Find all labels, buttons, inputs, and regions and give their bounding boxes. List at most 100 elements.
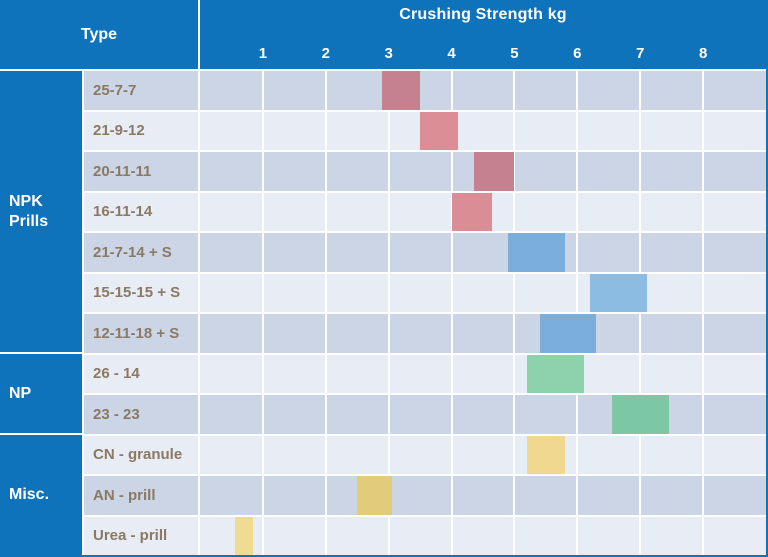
row-label: 21-9-12 xyxy=(84,111,198,150)
gridline xyxy=(450,71,453,110)
row-label: 23 - 23 xyxy=(84,395,198,434)
gridline xyxy=(450,233,453,272)
range-bar xyxy=(527,354,584,393)
row-label: 21-7-14 + S xyxy=(84,233,198,272)
gridline xyxy=(324,314,327,353)
x-tick: 3 xyxy=(384,45,393,62)
gridline xyxy=(702,476,705,515)
gridline xyxy=(513,516,516,555)
x-tick: 4 xyxy=(447,45,456,62)
gridline xyxy=(261,435,264,474)
row-label: 20-11-11 xyxy=(84,152,198,191)
gridline xyxy=(639,71,642,110)
range-bar xyxy=(539,314,597,353)
row-chart-area xyxy=(200,233,766,272)
table-row: 25-7-7 xyxy=(84,71,766,110)
gridline xyxy=(261,354,264,393)
gridline xyxy=(513,476,516,515)
row-label: 25-7-7 xyxy=(84,71,198,110)
gridline xyxy=(261,476,264,515)
gridline xyxy=(387,273,390,312)
row-label: 12-11-18 + S xyxy=(84,314,198,353)
gridline xyxy=(513,71,516,110)
row-chart-area xyxy=(200,435,766,474)
table-row: 21-9-12 xyxy=(84,111,766,150)
gridline xyxy=(702,314,705,353)
category-label: Misc. xyxy=(9,486,50,504)
gridline xyxy=(513,152,516,191)
range-bar xyxy=(382,71,421,110)
gridline xyxy=(324,395,327,434)
range-bar xyxy=(611,395,669,434)
range-bar xyxy=(420,111,458,150)
row-label: 15-15-15 + S xyxy=(84,273,198,312)
gridline xyxy=(261,273,264,312)
gridline xyxy=(576,111,579,150)
gridline xyxy=(639,192,642,231)
gridline xyxy=(387,516,390,555)
gridline xyxy=(702,233,705,272)
table-row: 21-7-14 + S xyxy=(84,233,766,272)
gridline xyxy=(261,516,264,555)
gridline xyxy=(576,71,579,110)
range-bar xyxy=(451,192,493,231)
gridline xyxy=(513,314,516,353)
gridline xyxy=(639,435,642,474)
gridline xyxy=(513,273,516,312)
gridline xyxy=(639,152,642,191)
gridline xyxy=(450,273,453,312)
gridline xyxy=(324,152,327,191)
table-row: CN - granule xyxy=(84,435,766,474)
gridline xyxy=(387,233,390,272)
gridline xyxy=(576,152,579,191)
gridline xyxy=(513,192,516,231)
table-row: 23 - 23 xyxy=(84,395,766,434)
gridline xyxy=(639,314,642,353)
category-column: NPK Prills NP Misc. xyxy=(0,71,82,555)
gridline xyxy=(702,192,705,231)
row-chart-area xyxy=(200,516,766,555)
gridline xyxy=(387,395,390,434)
gridline xyxy=(450,516,453,555)
gridline xyxy=(387,152,390,191)
row-label: CN - granule xyxy=(84,435,198,474)
chart-title: Crushing Strength kg xyxy=(399,6,567,23)
range-bar xyxy=(527,435,565,474)
gridline xyxy=(576,476,579,515)
gridline xyxy=(702,273,705,312)
gridline xyxy=(261,233,264,272)
range-bar xyxy=(589,273,647,312)
strength-column-header: Crushing Strength kg 1 2 3 4 5 6 7 8 xyxy=(200,0,766,69)
gridline xyxy=(261,111,264,150)
gridline xyxy=(261,152,264,191)
range-bar xyxy=(357,476,392,515)
gridline xyxy=(324,273,327,312)
gridline xyxy=(324,233,327,272)
gridline xyxy=(450,314,453,353)
gridline xyxy=(387,314,390,353)
row-chart-area xyxy=(200,354,766,393)
x-tick: 5 xyxy=(510,45,519,62)
gridline xyxy=(639,354,642,393)
gridline xyxy=(450,435,453,474)
gridline xyxy=(324,111,327,150)
rows-container: 25-7-7 21-9-12 20-11-11 16-11-14 21-7-14 + S… xyxy=(84,71,766,555)
table-body: NPK Prills NP Misc. 25-7-7 21-9-12 20-11-11 1… xyxy=(0,71,766,555)
gridline xyxy=(639,233,642,272)
type-header-label: Type xyxy=(80,25,118,43)
gridline xyxy=(639,476,642,515)
gridline xyxy=(702,354,705,393)
x-tick: 8 xyxy=(698,45,708,62)
gridline xyxy=(639,111,642,150)
row-label: 16-11-14 xyxy=(84,192,198,231)
gridline xyxy=(702,395,705,434)
gridline xyxy=(702,71,705,110)
range-bar xyxy=(508,233,565,272)
gridline xyxy=(387,354,390,393)
x-tick: 7 xyxy=(636,45,645,62)
row-chart-area xyxy=(200,273,766,312)
table-row: Urea - prill xyxy=(84,516,766,555)
gridline xyxy=(450,354,453,393)
row-chart-area xyxy=(200,71,766,110)
gridline xyxy=(513,354,516,393)
